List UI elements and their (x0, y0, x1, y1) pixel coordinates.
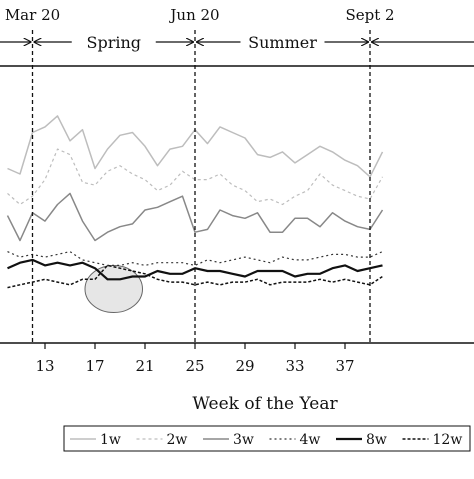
legend-label-1w: 1w (100, 432, 121, 448)
x-tick-label: 33 (285, 357, 304, 375)
legend-label-8w: 8w (366, 432, 387, 448)
season-label: Summer (248, 33, 317, 52)
legend-label-3w: 3w (233, 432, 254, 448)
season-label: Spring (86, 33, 141, 52)
highlight-ellipse (84, 264, 143, 314)
series-line-2w (7, 148, 384, 206)
x-axis-title: Week of the Year (192, 394, 338, 414)
date-label: Sept 2 (345, 6, 394, 24)
legend-box (63, 425, 471, 452)
date-label: Jun 20 (168, 6, 219, 24)
legend: 1w 2w 3w 4w 8w 12w (63, 425, 471, 452)
x-tick-label: 13 (35, 357, 54, 375)
season-header: Mar 20 Jun 20 Sept 2 Spring Summer (0, 6, 474, 52)
series-line-1w (7, 115, 384, 178)
x-axis: 13 17 21 25 29 33 37 (35, 343, 355, 375)
x-tick-label: 21 (135, 357, 154, 375)
x-tick-label: 25 (185, 357, 204, 375)
x-tick-label: 29 (235, 357, 254, 375)
legend-label-2w: 2w (167, 432, 188, 448)
series-line-12w (7, 264, 383, 289)
x-tick-label: 17 (85, 357, 104, 375)
legend-label-4w: 4w (300, 432, 321, 448)
date-label: Mar 20 (5, 6, 60, 24)
x-tick-label: 37 (335, 357, 354, 375)
series-line-3w (6, 192, 384, 242)
legend-label-12w: 12w (433, 432, 463, 448)
